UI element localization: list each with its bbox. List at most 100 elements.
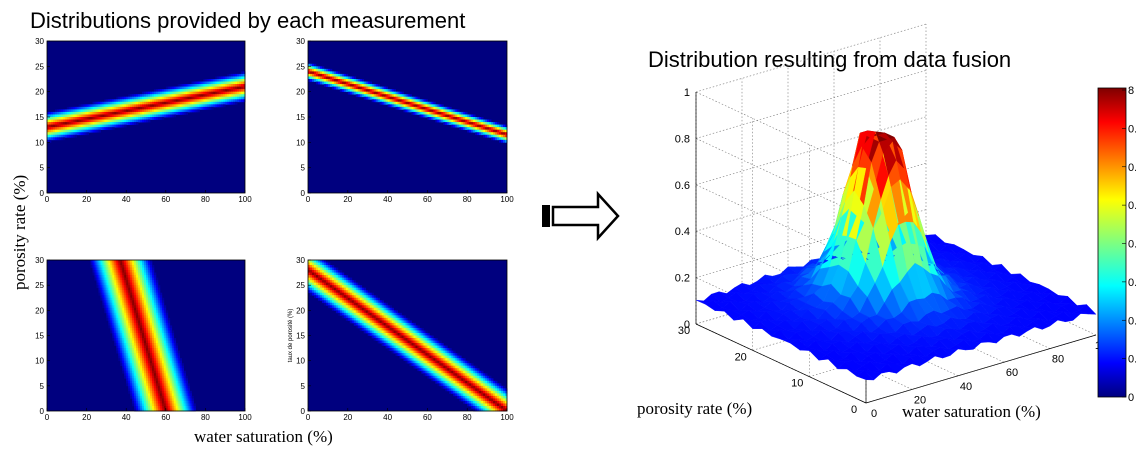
heatmap-cell (155, 290, 159, 294)
heatmap-cell (175, 390, 179, 394)
heatmap-cell (144, 383, 147, 387)
heatmap-cell (144, 290, 147, 294)
heatmap-cell (132, 345, 135, 349)
heatmap-cell (333, 297, 337, 301)
heatmap-cell (149, 405, 153, 409)
heatmap-cell (177, 109, 181, 113)
heatmap-cell (151, 295, 155, 299)
heatmap-cell (463, 124, 466, 128)
heatmap-cell (415, 338, 418, 341)
heatmap-cell (58, 119, 62, 123)
heatmap-cell (353, 320, 357, 324)
heatmap-cell (114, 104, 117, 108)
heatmap-cell (157, 348, 161, 351)
heatmap-cell (144, 302, 147, 306)
heatmap-cell (453, 353, 456, 356)
heatmap-cell (161, 350, 165, 354)
heatmap-cell (497, 129, 500, 133)
heatmap-cell (157, 350, 161, 354)
heatmap-cell (321, 262, 325, 266)
heatmap-cell (126, 360, 129, 364)
heatmap-cell (447, 114, 450, 118)
heatmap-cell (116, 317, 119, 321)
heatmap-cell (505, 134, 508, 138)
heatmap-cell (413, 101, 416, 105)
heatmap-cell (445, 350, 448, 354)
heatmap-cell (165, 338, 169, 341)
heatmap-cell (159, 312, 163, 316)
heatmap-cell (357, 94, 361, 98)
heatmap-cell (96, 124, 99, 128)
heatmap-cell (142, 370, 145, 374)
heatmap-cell (241, 84, 244, 87)
heatmap-cell (187, 385, 190, 389)
heatmap-cell (333, 305, 337, 309)
heatmap-cell (147, 358, 151, 362)
heatmap-cell (94, 260, 97, 263)
heatmap-cell (169, 405, 173, 409)
heatmap-cell (177, 408, 181, 412)
heatmap-cell (161, 101, 165, 105)
heatmap-cell (173, 345, 177, 349)
heatmap-cell (183, 89, 186, 93)
heatmap-cell (142, 393, 145, 397)
heatmap-cell (341, 89, 345, 93)
heatmap-cell (122, 119, 125, 123)
heatmap-cell (108, 290, 111, 294)
heatmap-cell (467, 127, 470, 131)
heatmap-cell (128, 277, 131, 281)
heatmap-cell (102, 270, 105, 273)
heatmap-cell (64, 124, 68, 128)
heatmap-cell (187, 86, 190, 90)
heatmap-cell (185, 390, 188, 394)
heatmap-cell (363, 287, 367, 291)
heatmap-cell (110, 292, 113, 296)
heatmap-cell (161, 117, 165, 120)
heatmap-cell (134, 330, 137, 334)
heatmap-cell (130, 114, 133, 118)
heatmap-cell (163, 317, 167, 321)
heatmap-cell (153, 305, 157, 309)
heatmap-cell (471, 119, 474, 123)
heatmap-cell (138, 111, 141, 115)
heatmap-cell (56, 127, 60, 131)
heatmap-cell (159, 375, 163, 379)
heatmap-cell (359, 327, 363, 331)
heatmap-cell (375, 91, 378, 95)
heatmap-cell (341, 275, 345, 278)
heatmap-cell (181, 390, 184, 394)
heatmap-cell (421, 345, 424, 349)
heatmap-cell (122, 111, 125, 115)
heatmap-cell (169, 343, 173, 346)
heatmap-cell (165, 106, 169, 110)
heatmap-cell (90, 111, 93, 115)
heatmap-cell (393, 310, 396, 314)
heatmap-cell (157, 300, 161, 304)
heatmap-cell (116, 338, 119, 341)
heatmap-cell (74, 119, 78, 123)
heatmap-cell (52, 127, 56, 131)
heatmap-cell (155, 106, 159, 110)
heatmap-cell (341, 73, 345, 77)
heatmap-cell (185, 388, 188, 392)
heatmap-cell (393, 340, 396, 344)
heatmap-cell (195, 86, 198, 90)
heatmap-cell (138, 300, 141, 304)
heatmap-cell (187, 96, 190, 100)
heatmap-cell (363, 327, 367, 331)
heatmap-cell (323, 68, 327, 72)
heatmap-cell (387, 327, 390, 331)
heatmap-cell (189, 86, 192, 90)
heatmap-cell (235, 76, 238, 80)
heatmap-cell (201, 104, 204, 108)
heatmap-cell (118, 282, 121, 286)
heatmap-cell (469, 122, 472, 125)
heatmap-cell (108, 315, 111, 319)
heatmap-cell (108, 320, 111, 324)
heatmap-cell (130, 358, 133, 362)
heatmap-cell (126, 332, 129, 336)
heatmap-cell (185, 111, 188, 115)
heatmap-cell (441, 360, 444, 364)
heatmap-cell (187, 390, 190, 394)
heatmap-cell (124, 275, 127, 278)
